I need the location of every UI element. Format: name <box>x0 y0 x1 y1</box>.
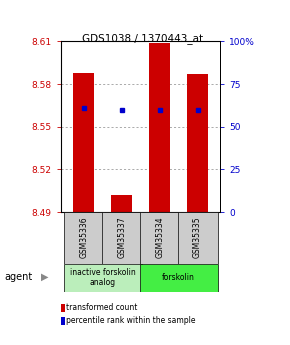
Bar <box>140 264 218 292</box>
Text: GSM35335: GSM35335 <box>193 216 202 258</box>
Text: inactive forskolin
analog: inactive forskolin analog <box>70 268 135 287</box>
Bar <box>111 195 132 212</box>
Text: agent: agent <box>4 272 32 282</box>
Bar <box>149 43 170 212</box>
Text: forskolin: forskolin <box>162 273 195 282</box>
Text: ▶: ▶ <box>41 272 49 282</box>
Text: percentile rank within the sample: percentile rank within the sample <box>66 316 195 325</box>
Bar <box>64 212 104 264</box>
Text: GDS1038 / 1370443_at: GDS1038 / 1370443_at <box>81 33 203 44</box>
Text: transformed count: transformed count <box>66 303 137 313</box>
Bar <box>102 212 142 264</box>
Bar <box>140 212 180 264</box>
Bar <box>73 73 94 212</box>
Bar <box>64 264 142 292</box>
Text: GSM35334: GSM35334 <box>155 216 164 258</box>
Text: GSM35337: GSM35337 <box>117 216 126 258</box>
Bar <box>178 212 218 264</box>
Bar <box>187 74 208 212</box>
Text: GSM35336: GSM35336 <box>79 216 88 258</box>
